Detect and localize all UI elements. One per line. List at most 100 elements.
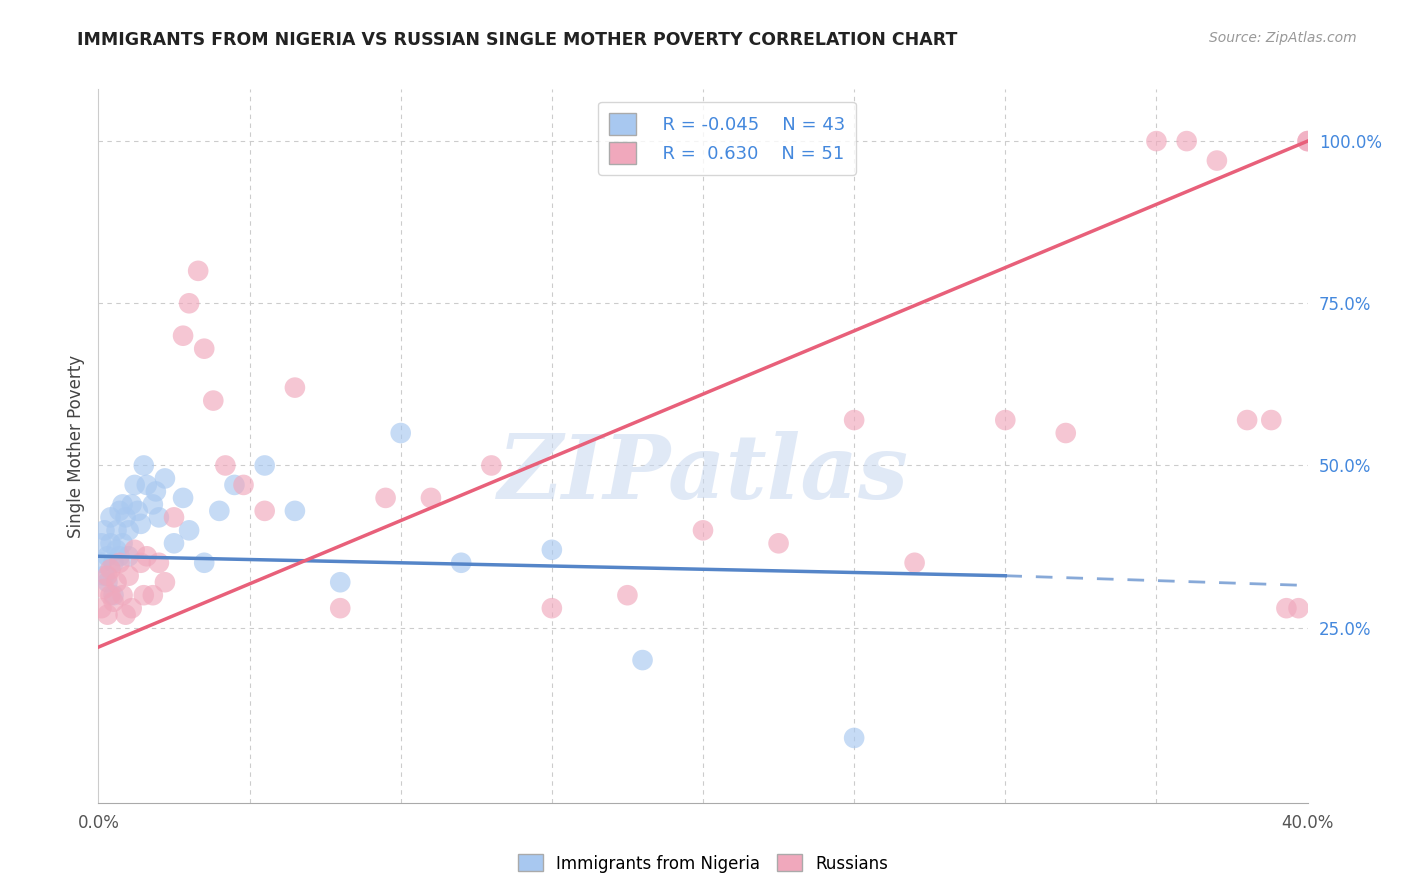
Point [1236,413,1258,427]
Point [450,556,472,570]
Point [100,588,122,602]
Legend: Immigrants from Nigeria, Russians: Immigrants from Nigeria, Russians [512,847,894,880]
Point [616,588,638,602]
Point [105,542,128,557]
Point [179,296,201,310]
Point [1206,153,1229,168]
Point [135,478,157,492]
Point [284,504,307,518]
Text: Source: ZipAtlas.com: Source: ZipAtlas.com [1209,31,1357,45]
Point [420,491,443,505]
Text: IMMIGRANTS FROM NIGERIA VS RUSSIAN SINGLE MOTHER POVERTY CORRELATION CHART: IMMIGRANTS FROM NIGERIA VS RUSSIAN SINGL… [77,31,957,49]
Point [1288,601,1310,615]
Point [108,549,131,564]
Point [374,491,396,505]
Point [153,471,176,485]
Point [193,342,215,356]
Point [111,588,134,602]
Point [100,510,122,524]
Point [108,556,131,570]
Point [540,542,562,557]
Point [129,516,152,531]
Point [96,568,118,582]
Point [253,458,276,473]
Point [105,524,128,538]
Point [540,601,562,615]
Point [1275,601,1298,615]
Point [844,413,866,427]
Point [187,264,209,278]
Point [93,582,115,596]
Point [224,478,246,492]
Point [284,381,307,395]
Point [208,504,231,518]
Point [90,601,112,615]
Point [172,328,194,343]
Point [142,497,165,511]
Point [1296,134,1319,148]
Point [214,458,236,473]
Point [124,542,146,557]
Point [994,413,1017,427]
Point [768,536,790,550]
Point [481,458,503,473]
Point [124,478,146,492]
Point [108,504,131,518]
Point [132,588,155,602]
Point [153,575,176,590]
Point [103,595,125,609]
Point [100,536,122,550]
Point [1144,134,1167,148]
Point [232,478,254,492]
Point [135,549,157,564]
Point [1054,425,1077,440]
Point [121,601,143,615]
Point [202,393,225,408]
Point [118,549,141,564]
Point [100,562,122,576]
Point [904,556,927,570]
Legend:   R = -0.045    N = 43,   R =  0.630    N = 51: R = -0.045 N = 43, R = 0.630 N = 51 [599,102,856,175]
Point [329,601,352,615]
Point [103,588,125,602]
Point [692,524,714,538]
Point [96,575,118,590]
Point [148,556,170,570]
Point [90,556,112,570]
Point [163,510,186,524]
Point [193,556,215,570]
Point [172,491,194,505]
Point [114,510,136,524]
Point [90,536,112,550]
Point [93,524,115,538]
Point [111,536,134,550]
Point [1175,134,1198,148]
Point [121,497,143,511]
Point [96,549,118,564]
Point [389,425,412,440]
Point [105,575,128,590]
Point [329,575,352,590]
Point [127,504,149,518]
Point [114,607,136,622]
Point [111,497,134,511]
Point [253,504,276,518]
Point [93,568,115,582]
Point [118,524,141,538]
Point [132,458,155,473]
Point [1296,134,1319,148]
Point [844,731,866,745]
Point [129,556,152,570]
Y-axis label: Single Mother Poverty: Single Mother Poverty [66,354,84,538]
Text: ZIPatlas: ZIPatlas [498,432,908,517]
Point [148,510,170,524]
Point [631,653,654,667]
Point [179,524,201,538]
Point [145,484,167,499]
Point [1260,413,1282,427]
Point [142,588,165,602]
Point [118,568,141,582]
Point [96,607,118,622]
Point [163,536,186,550]
Point [103,556,125,570]
